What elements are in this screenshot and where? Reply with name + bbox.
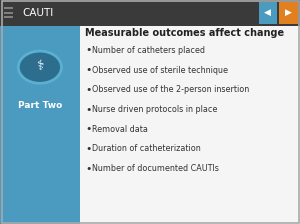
Text: •: •: [85, 144, 92, 154]
Text: Observed use of sterile technique: Observed use of sterile technique: [92, 66, 227, 75]
Text: ⚕: ⚕: [36, 59, 44, 73]
Text: Nurse driven protocols in place: Nurse driven protocols in place: [92, 105, 217, 114]
Text: ◀: ◀: [265, 8, 271, 17]
Text: Observed use of the 2-person insertion: Observed use of the 2-person insertion: [92, 85, 249, 94]
Text: Measurable outcomes affect change: Measurable outcomes affect change: [85, 28, 285, 38]
Text: CAUTI: CAUTI: [22, 8, 54, 18]
Text: Number of catheters placed: Number of catheters placed: [92, 46, 205, 55]
FancyBboxPatch shape: [0, 0, 300, 26]
Circle shape: [18, 51, 62, 83]
FancyBboxPatch shape: [0, 26, 80, 224]
Text: Removal data: Removal data: [92, 125, 147, 134]
FancyBboxPatch shape: [279, 2, 298, 24]
Text: •: •: [85, 85, 92, 95]
FancyBboxPatch shape: [259, 2, 277, 24]
Text: •: •: [85, 45, 92, 55]
Text: Part Two: Part Two: [18, 101, 62, 110]
Text: Duration of catheterization: Duration of catheterization: [92, 144, 200, 153]
Text: ▶: ▶: [285, 8, 292, 17]
Text: Number of documented CAUTIs: Number of documented CAUTIs: [92, 164, 218, 173]
Text: •: •: [85, 124, 92, 134]
Text: •: •: [85, 105, 92, 114]
FancyBboxPatch shape: [80, 26, 300, 224]
Text: •: •: [85, 164, 92, 174]
Text: •: •: [85, 65, 92, 75]
